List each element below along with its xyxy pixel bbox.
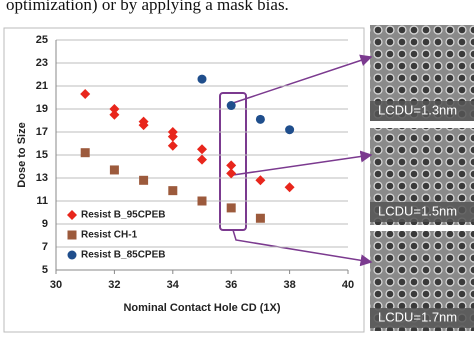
x-tick-label: 30 <box>50 279 62 291</box>
image-label: LCDU=1.5nm <box>378 203 457 218</box>
x-tick-label: 32 <box>108 279 120 291</box>
square-point <box>197 196 207 206</box>
diamond-point <box>138 116 149 127</box>
y-tick-label: 23 <box>36 57 48 69</box>
diamond-point <box>226 160 237 171</box>
legend-label: Resist CH-1 <box>81 230 138 241</box>
image-label-bg <box>370 308 474 328</box>
y-tick-label: 15 <box>36 149 48 161</box>
x-tick-label: 36 <box>225 279 237 291</box>
sem-images <box>370 25 474 331</box>
diamond-point <box>167 127 178 137</box>
legend-marker <box>67 250 77 260</box>
diamond-point <box>167 140 178 151</box>
x-tick-label: 40 <box>342 279 354 291</box>
square-point <box>80 148 90 158</box>
y-tick-label: 11 <box>36 195 48 207</box>
y-tick-label: 21 <box>36 80 48 92</box>
square-point <box>109 165 119 175</box>
diamond-point <box>109 109 120 120</box>
x-tick-label: 34 <box>167 279 180 291</box>
y-tick-label: 5 <box>42 264 48 276</box>
circle-point <box>197 74 207 84</box>
circle-point <box>285 125 295 135</box>
diamond-point <box>109 104 120 114</box>
y-tick-label: 25 <box>36 34 48 46</box>
image-label: LCDU=1.7nm <box>378 309 457 324</box>
arrow <box>232 229 373 267</box>
diamond-point <box>80 89 91 100</box>
caption: optimization) or by applying a mask bias… <box>6 0 289 14</box>
x-tick-label: 38 <box>283 279 295 291</box>
x-axis-label: Nominal Contact Hole CD (1X) <box>123 302 280 314</box>
y-tick-label: 7 <box>42 241 48 253</box>
square-point <box>255 213 265 223</box>
arrow <box>232 150 373 176</box>
legend-marker <box>67 210 77 220</box>
square-point <box>168 186 178 196</box>
circle-point <box>226 101 236 111</box>
circle-point <box>255 114 265 124</box>
diamond-point <box>284 182 295 193</box>
diamond-point <box>255 175 266 186</box>
image-label-bg <box>370 101 474 121</box>
square-point <box>139 175 149 185</box>
legend-label: Resist B_85CPEB <box>81 250 165 261</box>
diamond-point <box>197 144 207 155</box>
y-tick-label: 19 <box>36 103 48 115</box>
y-tick-label: 13 <box>36 172 48 184</box>
y-axis-label: Dose to Size <box>16 122 28 187</box>
arrow <box>232 54 373 104</box>
legend-label: Resist B_95CPEB <box>81 210 165 221</box>
legend-marker <box>67 230 77 240</box>
y-tick-label: 17 <box>36 126 48 138</box>
square-point <box>226 203 236 213</box>
image-label-bg <box>370 202 474 222</box>
diamond-point <box>226 168 237 179</box>
y-tick-label: 9 <box>42 218 48 230</box>
image-label: LCDU=1.3nm <box>378 102 457 117</box>
diamond-point <box>197 154 207 165</box>
